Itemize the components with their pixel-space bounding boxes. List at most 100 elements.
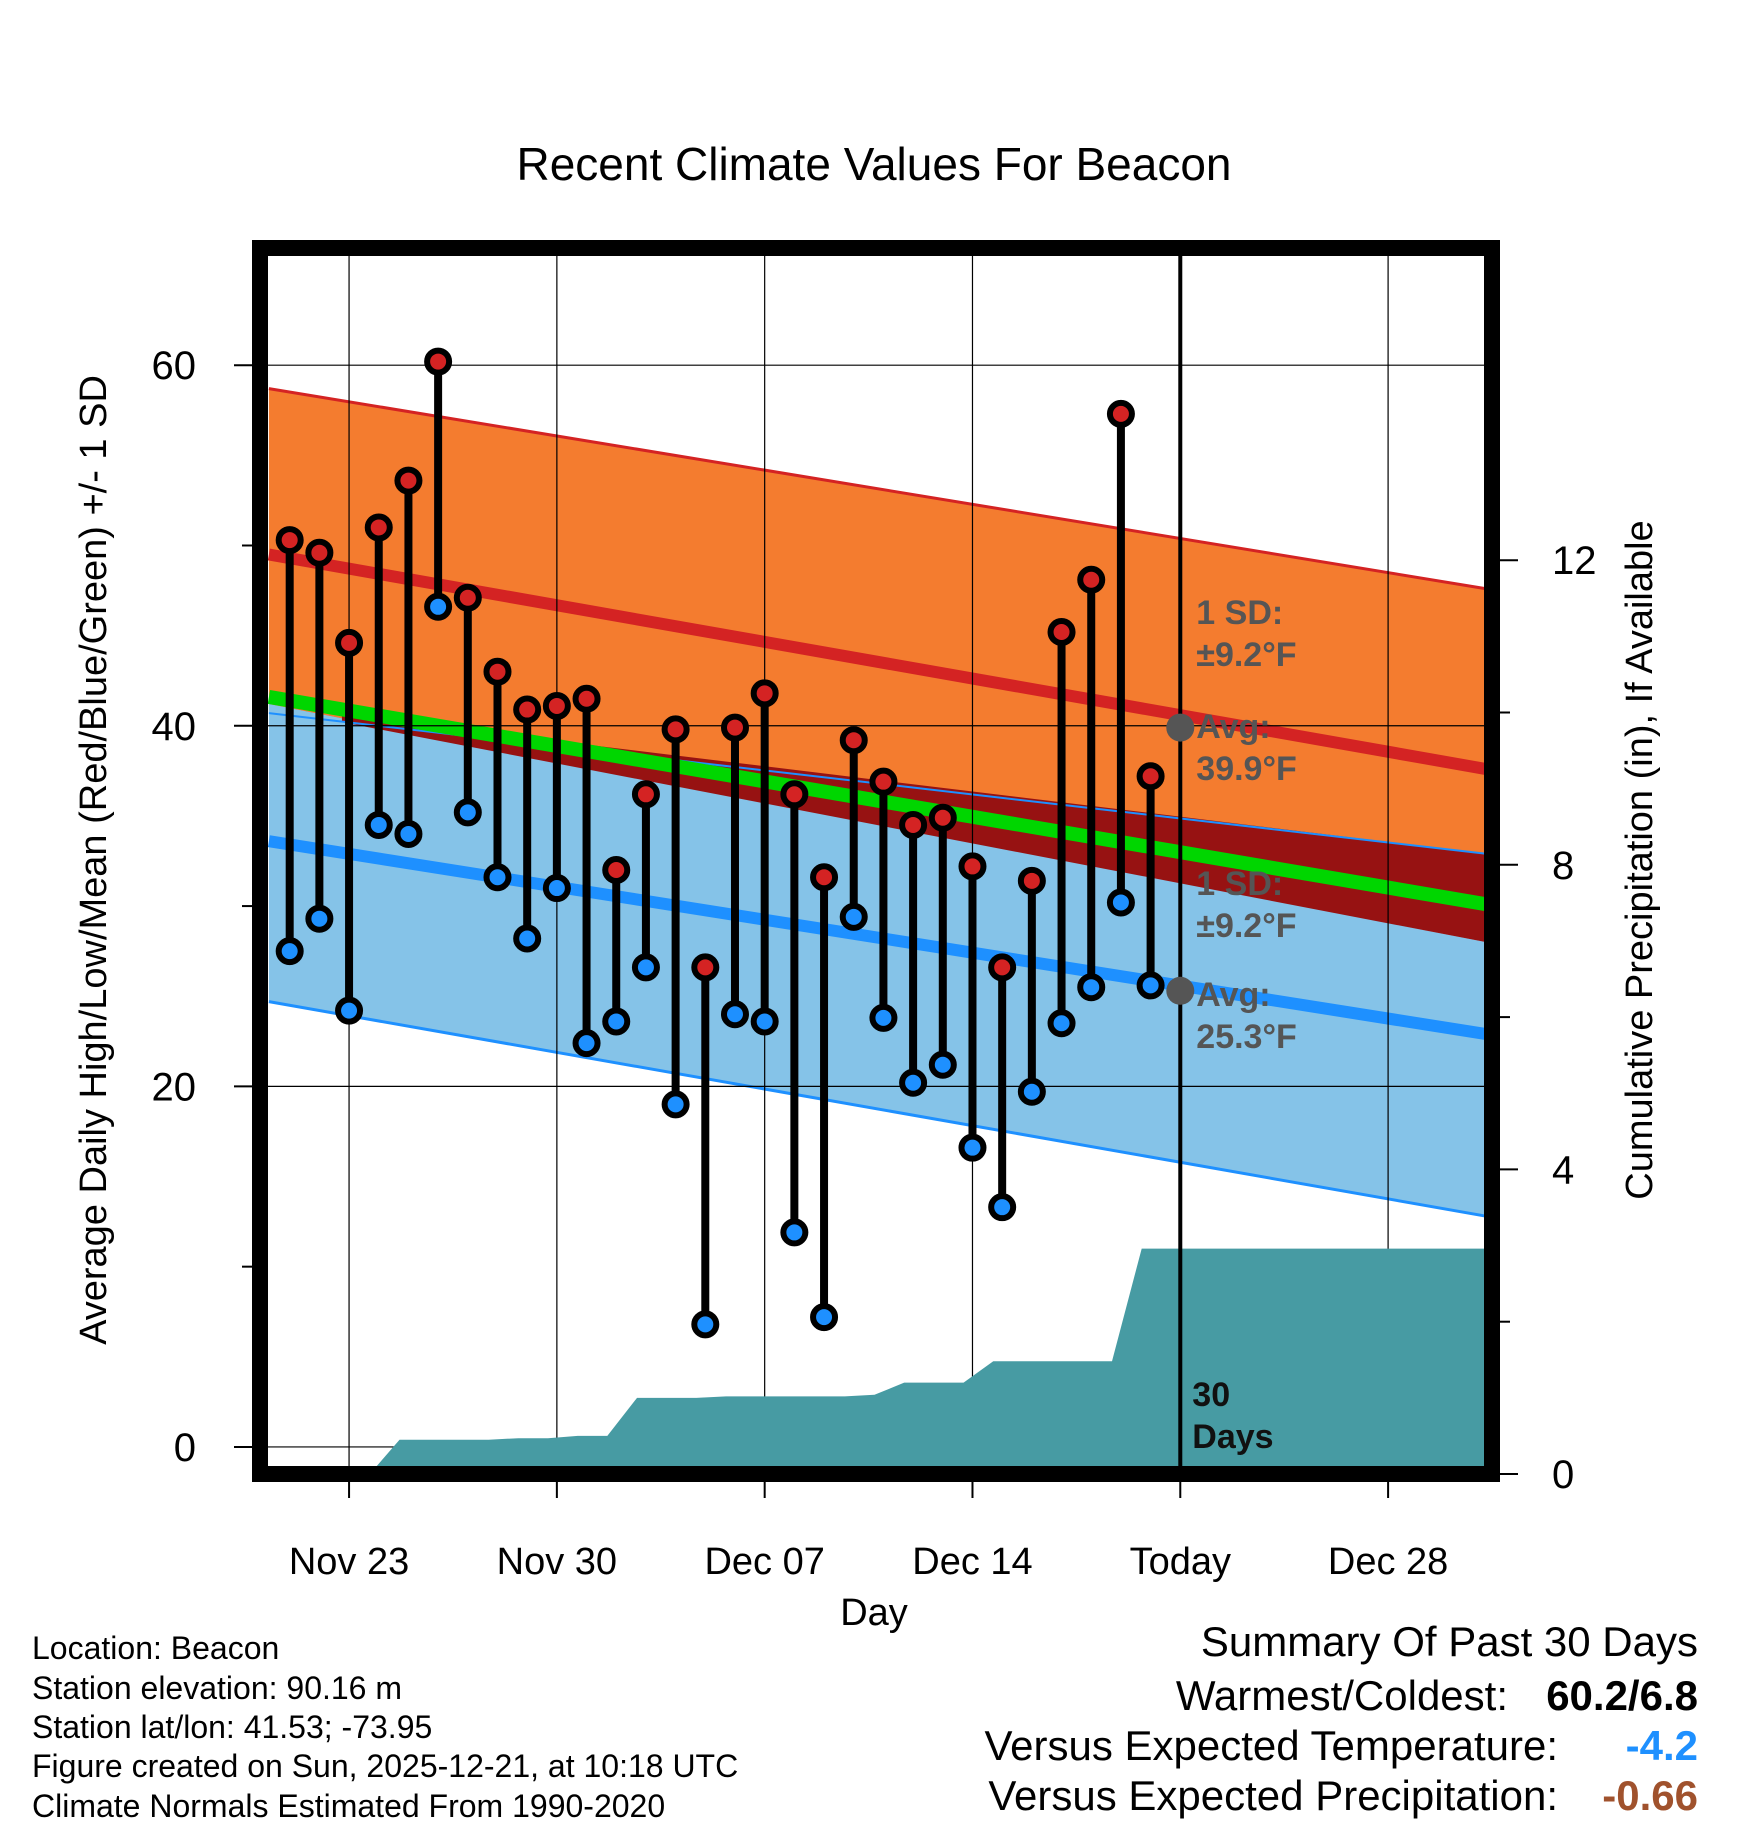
daily-high-point [453, 583, 482, 612]
daily-low-point [602, 1007, 631, 1036]
daily-high-point [1136, 762, 1165, 791]
daily-low-point [1077, 973, 1106, 1002]
info-created: Figure created on Sun, 2025-12-21, at 10… [32, 1748, 739, 1784]
daily-low-point [869, 1003, 898, 1032]
daily-high-point [780, 780, 809, 809]
daily-low-point [364, 810, 393, 839]
daily-high-point [572, 684, 601, 713]
today-high-avg-point [1166, 713, 1195, 742]
daily-low-point [631, 953, 660, 982]
daily-low-point [780, 1218, 809, 1247]
y-axis-label-left: Average Daily High/Low/Mean (Red/Blue/Gr… [73, 375, 115, 1345]
daily-low-point [572, 1029, 601, 1058]
summary-temp-value: -4.2 [1625, 1722, 1698, 1769]
daily-high-point [1106, 399, 1135, 428]
x-tick-label: Nov 30 [497, 1541, 617, 1583]
daily-high-point [602, 856, 631, 885]
info-normals: Climate Normals Estimated From 1990-2020 [32, 1788, 666, 1824]
daily-high-point [275, 526, 304, 555]
daily-high-point [928, 803, 957, 832]
daily-low-point [275, 937, 304, 966]
daily-high-point [1047, 618, 1076, 647]
daily-low-point [750, 1007, 779, 1036]
daily-high-point [483, 657, 512, 686]
low-sd-title: 1 SD: [1196, 865, 1283, 903]
y-tick-label-right: 8 [1552, 844, 1574, 888]
y-tick-label-left: 0 [174, 1426, 196, 1470]
daily-low-point [1136, 971, 1165, 1000]
daily-low-point [1106, 888, 1135, 917]
daily-high-point [1017, 866, 1046, 895]
normal-low-line [267, 835, 1488, 1041]
daily-low-point [424, 592, 453, 621]
precip-area [369, 1248, 1487, 1474]
low-avg-value: 25.3°F [1196, 1018, 1297, 1056]
daily-low-point [305, 904, 334, 933]
daily-high-point [661, 715, 690, 744]
high-avg-title: Avg: [1196, 708, 1270, 746]
daily-high-point [899, 810, 928, 839]
daily-high-point [691, 953, 720, 982]
y-tick-label-right: 4 [1552, 1148, 1574, 1192]
y-tick-label-left: 40 [152, 705, 197, 749]
x-tick-label: Today [1130, 1541, 1231, 1583]
daily-low-point [720, 1000, 749, 1029]
daily-high-point [750, 679, 779, 708]
daily-high-point [335, 628, 364, 657]
daily-high-point [869, 767, 898, 796]
summary-temp-label: Versus Expected Temperature: [984, 1722, 1558, 1769]
daily-low-point [988, 1193, 1017, 1222]
high-upper-edge [268, 387, 1487, 591]
plot-frame [252, 240, 1500, 1482]
daily-low-point [335, 996, 364, 1025]
daily-low-point [691, 1310, 720, 1339]
daily-low-point [483, 863, 512, 892]
daily-high-point [394, 466, 423, 495]
daily-low-point [839, 902, 868, 931]
daily-high-point [958, 852, 987, 881]
daily-high-point [542, 691, 571, 720]
daily-low-point [810, 1303, 839, 1332]
summary-warm-cold-value: 60.2/6.8 [1546, 1672, 1698, 1719]
days-label-line2: Days [1192, 1418, 1273, 1456]
chart-title: Recent Climate Values For Beacon [516, 138, 1231, 190]
daily-low-point [928, 1050, 957, 1079]
x-tick-label: Dec 14 [912, 1541, 1032, 1583]
daily-high-point [364, 513, 393, 542]
daily-low-point [958, 1133, 987, 1162]
daily-high-point [839, 726, 868, 755]
high-sd-title: 1 SD: [1196, 594, 1283, 632]
daily-low-point [661, 1090, 690, 1119]
daily-low-point [394, 819, 423, 848]
x-tick-label: Dec 07 [704, 1541, 824, 1583]
daily-high-point [305, 538, 334, 567]
y-axis-label-right: Cumulative Precipitation (in), If Availa… [1619, 520, 1661, 1199]
daily-high-point [810, 863, 839, 892]
daily-low-point [1017, 1077, 1046, 1106]
daily-low-point [542, 874, 571, 903]
high-avg-value: 39.9°F [1196, 750, 1297, 788]
x-axis-label: Day [840, 1592, 908, 1634]
y-tick-label-left: 60 [152, 344, 197, 388]
daily-high-point [513, 695, 542, 724]
info-location: Location: Beacon [32, 1630, 280, 1666]
summary-precip-label: Versus Expected Precipitation: [988, 1772, 1558, 1819]
daily-low-point [899, 1068, 928, 1097]
y-tick-label-right: 0 [1552, 1453, 1574, 1497]
low-avg-title: Avg: [1196, 976, 1270, 1014]
high-sd-value: ±9.2°F [1196, 636, 1296, 674]
daily-low-point [1047, 1009, 1076, 1038]
daily-low-point [453, 798, 482, 827]
summary-heading: Summary Of Past 30 Days [1200, 1618, 1698, 1665]
y-tick-label-left: 20 [152, 1065, 197, 1109]
daily-low-point [513, 924, 542, 953]
daily-high-point [988, 953, 1017, 982]
low-sd-value: ±9.2°F [1196, 907, 1296, 945]
daily-high-point [720, 713, 749, 742]
daily-high-point [424, 347, 453, 376]
summary-precip-value: -0.66 [1602, 1772, 1698, 1819]
x-tick-label: Dec 28 [1328, 1541, 1448, 1583]
days-label-line1: 30 [1192, 1376, 1230, 1414]
y-tick-label-right: 12 [1552, 539, 1597, 583]
